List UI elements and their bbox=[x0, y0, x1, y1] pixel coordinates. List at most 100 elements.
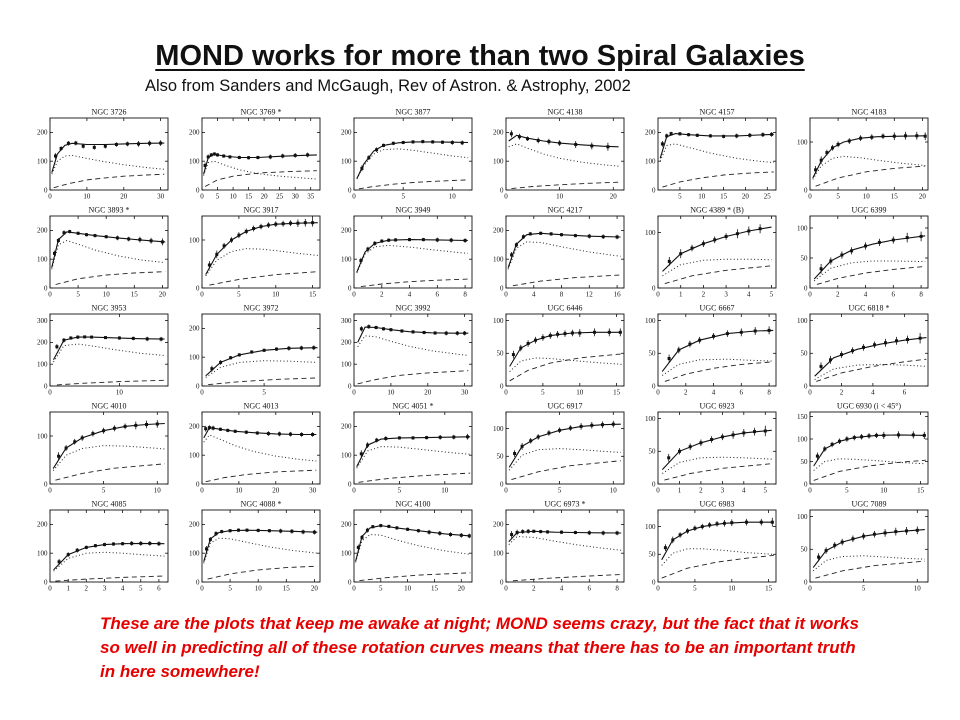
gas-curve bbox=[358, 179, 469, 190]
svg-text:0: 0 bbox=[500, 186, 504, 194]
svg-text:0: 0 bbox=[196, 382, 200, 390]
galaxy-rotation-curve-panel: 0 5 10 0 50 100 UGC 6917 bbox=[478, 400, 630, 498]
svg-text:300: 300 bbox=[341, 317, 352, 325]
disk-curve bbox=[508, 448, 621, 471]
gas-curve bbox=[55, 575, 165, 582]
svg-text:3: 3 bbox=[103, 585, 107, 593]
svg-text:10: 10 bbox=[404, 585, 412, 593]
svg-text:2: 2 bbox=[836, 291, 840, 299]
galaxy-name: UGC 6667 bbox=[700, 304, 735, 313]
svg-text:0: 0 bbox=[200, 585, 204, 593]
svg-text:0: 0 bbox=[44, 186, 48, 194]
svg-text:8: 8 bbox=[767, 389, 771, 397]
galaxy-name: NGC 3992 bbox=[396, 304, 431, 313]
svg-text:10: 10 bbox=[387, 389, 395, 397]
svg-text:100: 100 bbox=[493, 158, 504, 166]
svg-text:20: 20 bbox=[261, 193, 269, 201]
galaxy-name: NGC 3949 bbox=[396, 206, 431, 215]
galaxy-name: NGC 3953 bbox=[92, 304, 127, 313]
svg-text:100: 100 bbox=[37, 432, 48, 440]
disk-curve bbox=[203, 160, 317, 180]
svg-text:10: 10 bbox=[880, 487, 888, 495]
svg-text:0: 0 bbox=[808, 291, 812, 299]
svg-text:100: 100 bbox=[493, 550, 504, 558]
galaxy-rotation-curve-panel: 0 5 10 15 0 50 100 UGC 6446 bbox=[478, 302, 630, 400]
svg-text:0: 0 bbox=[652, 284, 656, 292]
gas-curve bbox=[209, 271, 318, 286]
slide-title: MOND works for more than two Spiral Gala… bbox=[155, 40, 805, 72]
rotation-curve-svg: 0 2 4 6 0 50 100 UGC 6818 * bbox=[797, 304, 929, 397]
svg-text:8: 8 bbox=[615, 585, 619, 593]
svg-text:0: 0 bbox=[500, 578, 504, 586]
gas-curve bbox=[512, 274, 621, 287]
mond-fit-curve bbox=[356, 141, 469, 179]
mond-fit-curve bbox=[51, 142, 165, 173]
svg-text:100: 100 bbox=[797, 435, 808, 443]
mond-fit-curve bbox=[355, 525, 471, 562]
galaxy-rotation-curve-panel: 0 10 20 0 100 200 NGC 4138 bbox=[478, 106, 630, 204]
svg-text:0: 0 bbox=[348, 382, 352, 390]
disk-curve bbox=[813, 458, 926, 471]
svg-text:0: 0 bbox=[504, 389, 508, 397]
svg-text:200: 200 bbox=[189, 423, 200, 431]
gas-curve bbox=[511, 460, 621, 481]
svg-text:8: 8 bbox=[560, 291, 564, 299]
svg-text:1: 1 bbox=[66, 585, 70, 593]
svg-text:0: 0 bbox=[804, 382, 808, 390]
svg-text:10: 10 bbox=[83, 193, 91, 201]
svg-text:0: 0 bbox=[348, 578, 352, 586]
galaxy-rotation-curve-panel: 0 2 4 6 8 0 50 100 UGC 6399 bbox=[782, 204, 934, 302]
rotation-curve-svg: 0 2 4 6 8 0 100 200 UGC 6973 * bbox=[493, 500, 625, 593]
mond-fit-curve bbox=[662, 226, 772, 272]
svg-text:100: 100 bbox=[189, 236, 200, 244]
svg-text:20: 20 bbox=[311, 585, 319, 593]
gas-curve bbox=[662, 171, 774, 188]
galaxy-rotation-curve-panel: 0 5 10 0 50 100 UGC 7089 bbox=[782, 498, 934, 596]
svg-text:5: 5 bbox=[678, 193, 682, 201]
svg-text:0: 0 bbox=[196, 480, 200, 488]
gas-curve bbox=[207, 565, 318, 580]
disk-curve bbox=[509, 357, 622, 372]
galaxy-name: NGC 4217 bbox=[548, 206, 583, 215]
svg-text:100: 100 bbox=[797, 224, 808, 232]
galaxy-rotation-curve-panel: 0 5 10 15 0 50 100 UGC 6983 bbox=[630, 498, 782, 596]
mond-fit-curve bbox=[813, 235, 926, 280]
gas-curve bbox=[511, 181, 619, 190]
svg-text:10: 10 bbox=[441, 487, 449, 495]
galaxy-rotation-curve-panel: 0 10 20 30 0 100 200 NGC 3726 bbox=[22, 106, 174, 204]
galaxy-name: NGC 3877 bbox=[396, 108, 431, 117]
galaxy-rotation-curve-panel: 0 5 10 0 100 NGC 4010 bbox=[22, 400, 174, 498]
rotation-curve-svg: 0 5 10 15 0 100 NGC 3917 bbox=[189, 206, 321, 299]
galaxy-rotation-curve-panel: 0 5 10 15 20 0 100 200 NGC 4088 * bbox=[174, 498, 326, 596]
svg-text:0: 0 bbox=[808, 193, 812, 201]
svg-text:0: 0 bbox=[656, 585, 660, 593]
svg-text:100: 100 bbox=[37, 550, 48, 558]
svg-text:200: 200 bbox=[341, 339, 352, 347]
svg-text:3: 3 bbox=[721, 487, 725, 495]
mond-fit-curve bbox=[51, 231, 166, 268]
svg-text:8: 8 bbox=[919, 291, 923, 299]
svg-text:200: 200 bbox=[645, 129, 656, 137]
svg-text:100: 100 bbox=[341, 361, 352, 369]
galaxy-rotation-curve-panel: 0 10 20 30 0 100 200 NGC 4013 bbox=[174, 400, 326, 498]
galaxy-name: NGC 4157 bbox=[700, 108, 735, 117]
svg-text:0: 0 bbox=[48, 487, 52, 495]
disk-curve bbox=[662, 456, 772, 474]
svg-text:5: 5 bbox=[76, 291, 80, 299]
svg-text:5: 5 bbox=[845, 487, 849, 495]
svg-text:0: 0 bbox=[652, 382, 656, 390]
svg-text:100: 100 bbox=[797, 138, 808, 146]
svg-text:200: 200 bbox=[189, 325, 200, 333]
svg-text:0: 0 bbox=[48, 291, 52, 299]
svg-text:50: 50 bbox=[649, 350, 657, 358]
svg-text:200: 200 bbox=[493, 521, 504, 529]
galaxy-name: UGC 6818 * bbox=[849, 304, 890, 313]
svg-text:30: 30 bbox=[461, 389, 469, 397]
gas-curve bbox=[204, 170, 317, 187]
galaxy-name: NGC 4389 * (B) bbox=[690, 206, 744, 215]
galaxy-name: NGC 4138 bbox=[548, 108, 583, 117]
